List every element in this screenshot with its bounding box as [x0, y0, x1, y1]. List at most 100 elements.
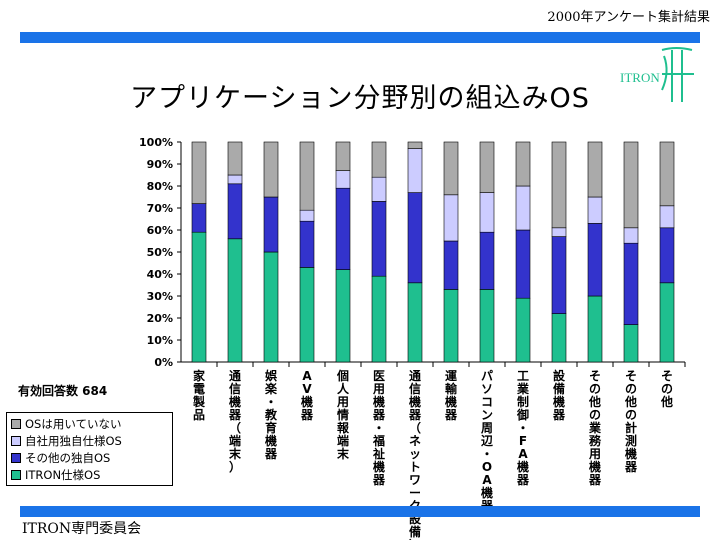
bar-segment — [443, 194, 459, 242]
bar-segment — [299, 220, 315, 268]
bar-segment — [551, 236, 567, 314]
legend-swatch-other-own-os — [11, 452, 21, 463]
y-tick-label: 60% — [147, 224, 173, 237]
bar-segment — [659, 141, 675, 207]
footer-committee: ITRON専門委員会 — [22, 521, 142, 537]
bar-segment — [587, 295, 603, 363]
legend-swatch-own-company-os — [11, 435, 21, 446]
legend-item-other-own-os: その他の独自OS — [11, 450, 110, 465]
x-category-label: A V 機器 — [300, 369, 314, 422]
bar-segment — [551, 141, 567, 229]
bar-segment — [515, 229, 531, 299]
bar-segment — [551, 313, 567, 363]
bar-segment — [263, 251, 279, 363]
y-tick-label: 80% — [147, 180, 173, 193]
bar-segment — [515, 185, 531, 231]
x-category-label: 通信機器（端末） — [228, 368, 242, 474]
x-category-label: その他 — [660, 369, 673, 409]
legend-label-own-company-os: 自社用独自仕様OS — [25, 433, 122, 448]
bar-segment — [515, 141, 531, 187]
legend-item-own-company-os: 自社用独自仕様OS — [11, 433, 122, 448]
bar-segment — [407, 192, 423, 284]
x-category-label: 工業制御・ F A 機器 — [516, 369, 530, 487]
bar-segment — [299, 209, 315, 222]
survey-caption: 2000年アンケート集計結果 — [547, 10, 710, 25]
bar-segment — [623, 242, 639, 325]
bar-segment — [227, 174, 243, 185]
legend-swatch-itron-os — [11, 469, 21, 480]
bar-segment — [407, 148, 423, 193]
bar-segment — [371, 275, 387, 363]
bar-segment — [407, 141, 423, 149]
respondent-count: 有効回答数 684 — [18, 384, 108, 398]
bar-segment — [299, 267, 315, 363]
x-category-label: 設備機器 — [552, 368, 566, 422]
legend-label-itron-os: ITRON仕様OS — [25, 467, 101, 482]
bar-segment — [371, 201, 387, 277]
bar-segment — [335, 170, 351, 189]
bar-segment — [479, 231, 495, 290]
bar-segment — [299, 141, 315, 211]
bar-segment — [479, 289, 495, 363]
bar-segment — [659, 205, 675, 229]
x-category-label: 運輸機器 — [444, 369, 458, 422]
bar-segment — [191, 203, 207, 233]
page-title: アプリケーション分野別の組込みOS — [130, 83, 590, 114]
y-tick-label: 50% — [147, 246, 173, 259]
legend-label-other-own-os: その他の独自OS — [25, 450, 111, 465]
bar-segment — [479, 141, 495, 193]
x-category-label: パソコン周辺・OA機器 — [480, 369, 494, 513]
bar-segment — [443, 141, 459, 196]
bar-segment — [263, 196, 279, 253]
bar-segment — [227, 238, 243, 363]
bar-segment — [227, 183, 243, 240]
bar-segment — [335, 141, 351, 171]
y-tick-label: 90% — [147, 158, 173, 171]
y-tick-label: 10% — [147, 334, 173, 347]
y-tick-label: 0% — [154, 356, 173, 369]
x-category-label: 個人用情報端末 — [336, 368, 350, 461]
bar-segment — [587, 223, 603, 297]
bar-segment — [371, 141, 387, 178]
bar-segment — [587, 141, 603, 198]
legend-item-none: OSは用いていない — [11, 416, 122, 431]
bar-segment — [623, 324, 639, 363]
top-accent-band — [20, 32, 700, 43]
bar-segment — [335, 187, 351, 270]
chart-legend: OSは用いていない 自社用独自仕様OS その他の独自OS ITRON仕様OS — [6, 412, 173, 486]
bar-segment — [659, 227, 675, 284]
bar-segment — [659, 282, 675, 363]
bar-segment — [263, 141, 279, 198]
x-category-label: 家電製品 — [192, 368, 206, 422]
bar-segment — [551, 227, 567, 237]
y-tick-label: 70% — [147, 202, 173, 215]
bar-segment — [443, 240, 459, 290]
bar-segment — [443, 289, 459, 363]
bar-segment — [335, 269, 351, 363]
bar-segment — [623, 227, 639, 244]
bar-segment — [407, 282, 423, 363]
y-tick-label: 40% — [147, 268, 173, 281]
bar-segment — [191, 141, 207, 204]
bar-segment — [371, 176, 387, 202]
legend-item-itron-os: ITRON仕様OS — [11, 467, 100, 482]
x-category-label: 娯楽・教育機器 — [264, 368, 278, 461]
bottom-accent-band — [20, 506, 700, 517]
bar-segment — [227, 141, 243, 176]
bar-segment — [479, 192, 495, 233]
x-category-label: その他の計測機器 — [624, 369, 638, 474]
legend-swatch-none — [11, 418, 21, 429]
x-category-label: 通信機器（ネットワーク設備） — [408, 368, 422, 540]
legend-label-none: OSは用いていない — [25, 416, 122, 431]
bar-segment — [623, 141, 639, 229]
y-tick-label: 100% — [139, 136, 173, 149]
y-tick-label: 20% — [147, 312, 173, 325]
bar-segment — [191, 231, 207, 363]
bar-segment — [515, 297, 531, 363]
logo-text: ITRON — [620, 70, 660, 85]
x-category-label: 医用機器・福祉機器 — [372, 369, 386, 487]
itron-logo: ITRON — [620, 47, 694, 102]
bar-segment — [587, 196, 603, 224]
x-category-label: その他の業務用機器 — [588, 369, 602, 487]
